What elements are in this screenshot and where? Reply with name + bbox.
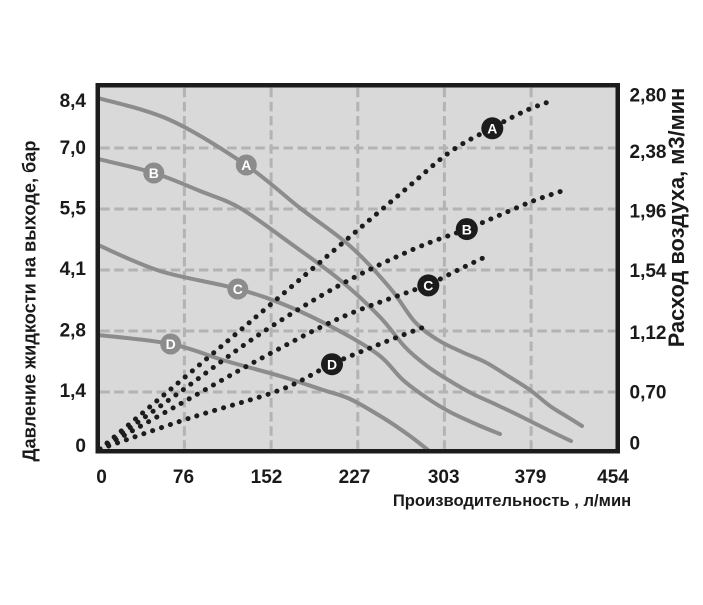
svg-text:0: 0 — [75, 436, 86, 457]
svg-text:2,8: 2,8 — [60, 321, 86, 342]
svg-text:2,38: 2,38 — [630, 142, 667, 163]
svg-text:Производительность , л/мин: Производительность , л/мин — [393, 491, 631, 510]
svg-text:303: 303 — [428, 467, 460, 488]
svg-text:D: D — [327, 356, 337, 372]
svg-text:8,4: 8,4 — [60, 91, 87, 112]
svg-text:379: 379 — [515, 467, 547, 488]
svg-text:227: 227 — [339, 467, 371, 488]
svg-text:C: C — [233, 281, 243, 297]
svg-text:B: B — [149, 165, 159, 181]
svg-text:5,5: 5,5 — [60, 199, 87, 220]
svg-text:1,54: 1,54 — [630, 261, 667, 282]
svg-text:1,4: 1,4 — [60, 381, 87, 402]
svg-text:7,0: 7,0 — [60, 138, 86, 159]
svg-text:A: A — [487, 121, 497, 137]
svg-text:454: 454 — [597, 467, 629, 488]
svg-text:A: A — [241, 157, 251, 173]
svg-text:1,96: 1,96 — [630, 202, 667, 223]
svg-text:D: D — [166, 336, 176, 352]
svg-text:1,12: 1,12 — [630, 323, 667, 344]
svg-text:Расход воздуха, м3/мин: Расход воздуха, м3/мин — [664, 88, 689, 348]
svg-text:Давление жидкости на выходе, б: Давление жидкости на выходе, бар — [20, 140, 40, 461]
svg-text:2,80: 2,80 — [630, 86, 667, 107]
svg-text:0: 0 — [630, 434, 641, 455]
svg-text:76: 76 — [173, 467, 194, 488]
svg-text:0,70: 0,70 — [630, 383, 667, 404]
svg-text:C: C — [423, 278, 433, 294]
svg-text:4,1: 4,1 — [60, 259, 87, 280]
svg-text:B: B — [462, 221, 472, 237]
svg-text:0: 0 — [96, 467, 107, 488]
svg-text:152: 152 — [251, 467, 283, 488]
